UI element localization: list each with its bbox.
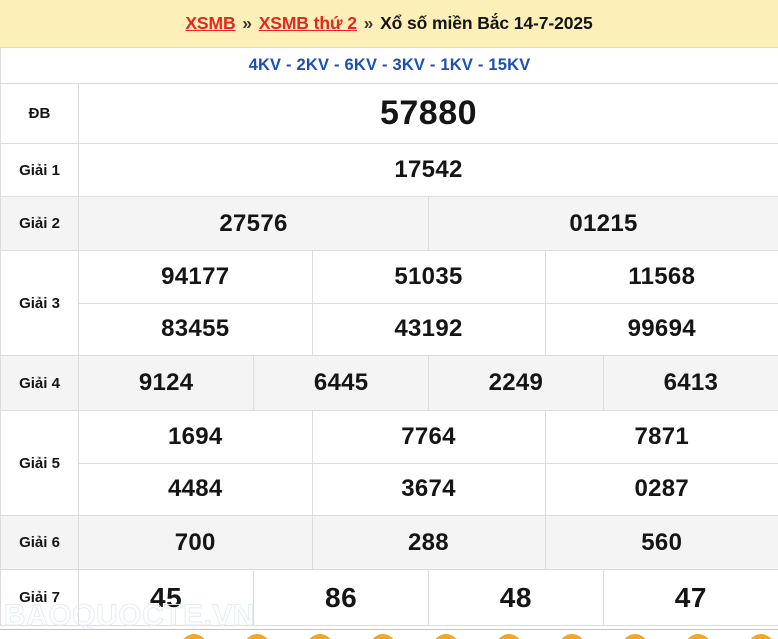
prize-row-g1: Giải 1 17542: [0, 143, 778, 197]
kv-header-row: 4KV - 2KV - 6KV - 3KV - 1KV - 15KV: [0, 47, 778, 84]
breadcrumb-current-page: Xổ số miền Bắc 14-7-2025: [380, 12, 593, 33]
prize-label-g3: Giải 3: [0, 250, 79, 356]
prize-value-g4-3: 6413: [603, 356, 778, 410]
prize-row-db: ĐB 57880: [0, 83, 778, 144]
prize-value-g2-0: 27576: [79, 197, 429, 250]
breadcrumb-separator-2: »: [363, 12, 374, 33]
prize-label-g7: Giải 7: [0, 569, 79, 626]
prize-cells-g5: 1694 7764 7871 4484 3674 0287: [77, 410, 778, 516]
prize-value-g5-1-0: 4484: [79, 463, 313, 515]
prize-value-g7-0: 45: [79, 570, 255, 625]
bottom-cutoff-strip: [0, 629, 778, 639]
loto-ball-icon: [559, 634, 585, 639]
prize-label-g4: Giải 4: [0, 355, 79, 411]
prize-value-g4-1: 6445: [253, 356, 429, 410]
prize-value-g7-1: 86: [253, 570, 429, 625]
breadcrumb-band: XSMB » XSMB thứ 2 » Xổ số miền Bắc 14-7-…: [0, 0, 778, 47]
loto-ball-icon: [370, 634, 396, 639]
prize-value-g5-1-1: 3674: [312, 463, 546, 515]
prize-value-g1-0: 17542: [77, 143, 778, 197]
loto-ball-icon: [433, 634, 459, 639]
loto-ball-icon: [685, 634, 711, 639]
prize-label-g1: Giải 1: [0, 143, 79, 197]
breadcrumb-link-xsmb[interactable]: XSMB: [185, 12, 236, 33]
prize-row-g6: Giải 6 700 288 560: [0, 515, 778, 570]
prize-label-g5: Giải 5: [0, 410, 79, 516]
lottery-results-table: 4KV - 2KV - 6KV - 3KV - 1KV - 15KV ĐB 57…: [0, 47, 778, 626]
prize-value-g6-1: 288: [312, 516, 546, 569]
prize-value-g2-1: 01215: [428, 197, 778, 250]
prize-value-g5-0-0: 1694: [79, 411, 313, 464]
prize-value-g6-2: 560: [545, 516, 778, 569]
breadcrumb-separator-1: »: [242, 12, 252, 33]
prize-value-g4-2: 2249: [428, 356, 604, 410]
prize-row-g3: Giải 3 94177 51035 11568 83455 43192 996…: [0, 250, 778, 356]
breadcrumb-link-xsmb-thu-2[interactable]: XSMB thứ 2: [258, 12, 357, 33]
prize-value-g3-0-1: 51035: [312, 251, 546, 304]
prize-row-g2: Giải 2 27576 01215: [0, 196, 778, 251]
prize-value-g3-1-2: 99694: [545, 303, 778, 355]
prize-label-g6: Giải 6: [0, 515, 79, 570]
kv-header-cell: 4KV - 2KV - 6KV - 3KV - 1KV - 15KV: [0, 47, 778, 84]
prize-cells-g7: 45 86 48 47: [77, 569, 778, 626]
prize-value-g7-2: 48: [428, 570, 604, 625]
prize-row-g5: Giải 5 1694 7764 7871 4484 3674 0287: [0, 410, 778, 516]
prize-value-g3-0-2: 11568: [545, 251, 778, 304]
prize-label-g2: Giải 2: [0, 196, 79, 251]
prize-value-g5-0-1: 7764: [312, 411, 546, 464]
prize-value-db-0: 57880: [77, 83, 778, 144]
breadcrumb: XSMB » XSMB thứ 2 » Xổ số miền Bắc 14-7-…: [185, 12, 593, 33]
prize-label-db: ĐB: [0, 83, 79, 144]
prize-value-g3-1-1: 43192: [312, 303, 546, 355]
prize-value-g5-1-2: 0287: [545, 463, 778, 515]
prize-value-g6-0: 700: [79, 516, 313, 569]
prize-value-g5-0-2: 7871: [545, 411, 778, 464]
loto-ball-icon: [307, 634, 333, 639]
loto-ball-row: [181, 630, 778, 639]
prize-cells-g3: 94177 51035 11568 83455 43192 99694: [77, 250, 778, 356]
loto-ball-icon: [181, 634, 207, 639]
loto-ball-icon: [244, 634, 270, 639]
prize-cells-g4: 9124 6445 2249 6413: [77, 355, 778, 411]
prize-value-g3-1-0: 83455: [79, 303, 313, 355]
prize-row-g7: Giải 7 45 86 48 47: [0, 569, 778, 626]
prize-row-g4: Giải 4 9124 6445 2249 6413: [0, 355, 778, 411]
prize-cells-g2: 27576 01215: [77, 196, 778, 251]
loto-ball-icon: [748, 634, 774, 639]
prize-value-g3-0-0: 94177: [79, 251, 313, 304]
prize-value-g7-3: 47: [603, 570, 778, 625]
prize-cells-g6: 700 288 560: [77, 515, 778, 570]
loto-ball-icon: [622, 634, 648, 639]
prize-value-g4-0: 9124: [79, 356, 255, 410]
loto-ball-icon: [496, 634, 522, 639]
